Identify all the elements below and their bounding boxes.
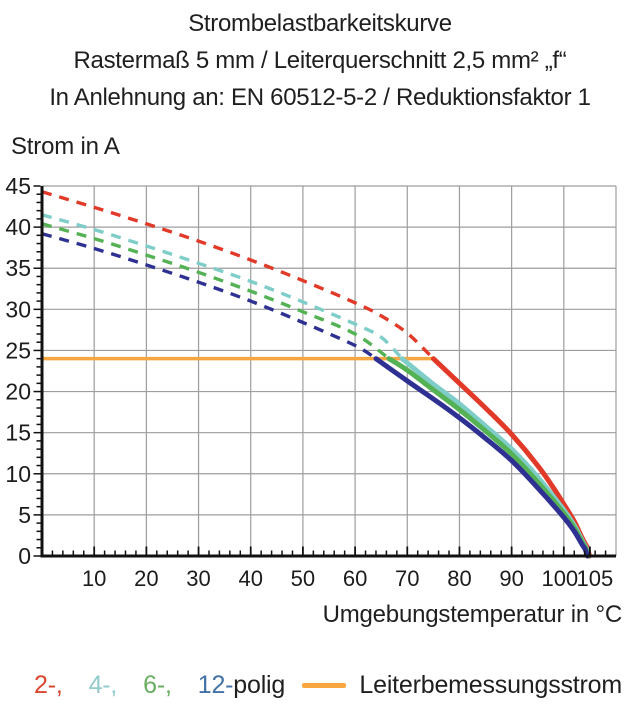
y-tick-label: 35 (5, 255, 31, 281)
x-tick-label: 60 (343, 566, 367, 591)
curve-6-polig-dashed (41, 222, 391, 361)
y-tick-label: 45 (5, 173, 31, 199)
rated-line-swatch (302, 683, 347, 688)
curve-6-polig (41, 222, 591, 559)
curve-12-polig (41, 232, 590, 559)
curve-2-polig (41, 190, 592, 559)
y-tick-label: 0 (18, 543, 31, 569)
legend-pole-item: 12- (197, 671, 234, 699)
x-tick-label: 80 (447, 566, 471, 591)
curve-4-polig (41, 213, 591, 559)
x-tick-label: 30 (186, 566, 210, 591)
x-tick-label: 40 (238, 566, 262, 591)
x-tick-label: 70 (395, 566, 419, 591)
gridlines (42, 185, 617, 556)
curve-2-polig-dashed (41, 190, 435, 360)
title-block: Strombelastbarkeitskurve Rastermaß 5 mm … (0, 5, 640, 116)
legend-pole-item: 2-, (34, 671, 63, 699)
x-axis-title: Umgebungstemperatur in °C (322, 601, 623, 628)
axis-ticks (33, 185, 607, 557)
axes (40, 186, 616, 558)
x-tick-label: 100 (541, 566, 578, 591)
y-tick-label: 25 (5, 337, 31, 363)
x-tick-label: 90 (499, 566, 523, 591)
legend-rated: Leiterbemessungsstrom (302, 671, 622, 700)
rated-line-label: Leiterbemessungsstrom (359, 671, 622, 699)
x-tick-label: 50 (291, 566, 315, 591)
chart-title-line-3: In Anlehnung an: EN 60512-5-2 / Reduktio… (49, 84, 591, 111)
legend-pole-item: 6-, (143, 671, 172, 699)
y-tick-label: 10 (5, 461, 31, 487)
x-tick-label: 10 (82, 566, 106, 591)
curve-12-polig-dashed (41, 232, 377, 361)
curve-4-polig-dashed (41, 213, 404, 360)
chart-title-line-1: Strombelastbarkeitskurve (188, 10, 452, 37)
y-tick-label: 30 (5, 296, 31, 322)
y-tick-label: 15 (5, 420, 31, 446)
chart-title-line-2: Rastermaß 5 mm / Leiterquerschnitt 2,5 m… (73, 47, 567, 74)
y-tick-label: 40 (5, 214, 31, 240)
legend-pole-suffix: polig (233, 671, 286, 699)
y-tick-label: 5 (18, 502, 31, 528)
x-tick-label: 20 (134, 566, 158, 591)
legend-pole-item: 4-, (88, 671, 118, 699)
y-axis-title: Strom in A (11, 133, 120, 160)
tick-labels: 0 5 10 15 20 25 30 35 40 45 10 20 30 40 50 60 70 80 90 1001… (5, 173, 613, 591)
x-tick-label: 105 (577, 566, 614, 591)
y-tick-label: 20 (5, 379, 31, 405)
curve-12-polig-solid (373, 356, 590, 559)
legend-poles: 2-, 4-, 6-, 12- polig (34, 671, 285, 700)
